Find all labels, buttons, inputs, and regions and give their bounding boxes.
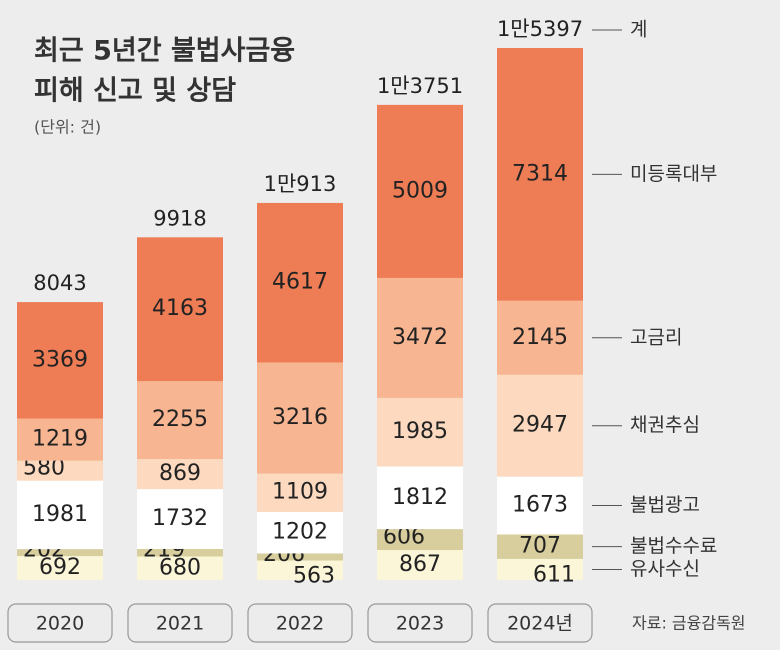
bar-segment <box>497 476 583 535</box>
category-box <box>7 603 113 643</box>
x-tick-label: 2020 <box>36 613 84 635</box>
value-label: 1812 <box>392 485 448 510</box>
value-label: 2145 <box>512 325 568 350</box>
bar-segment <box>497 374 583 477</box>
value-label: 1219 <box>32 427 88 452</box>
bar-segment <box>377 397 463 467</box>
total-label: 1만5397 <box>497 17 583 41</box>
value-label: 7314 <box>512 161 568 186</box>
bar-segment <box>497 300 583 375</box>
total-label: 9918 <box>153 206 206 230</box>
legend-label: 계 <box>630 19 647 41</box>
x-tick-label: 2024년 <box>507 613 573 635</box>
value-label: 2255 <box>152 407 208 432</box>
value-label: 692 <box>39 555 81 580</box>
total-label: 1만3751 <box>377 74 463 98</box>
bar-segment <box>497 534 583 559</box>
value-label: 869 <box>159 461 201 486</box>
legend-label: 유사수신 <box>630 558 700 580</box>
legend-label: 고금리 <box>630 326 682 348</box>
value-label: 4163 <box>152 296 208 321</box>
category-box <box>247 603 353 643</box>
bar-segment <box>137 381 223 460</box>
value-label: 611 <box>533 562 575 587</box>
bar-segment <box>497 558 583 580</box>
legend-label: 채권추심 <box>630 414 700 436</box>
bar-segment <box>137 556 223 580</box>
bar-segment <box>257 473 343 512</box>
chart-title: 최근 5년간 불법사금융 <box>34 36 295 67</box>
bar-segment <box>377 104 463 278</box>
value-label: 1732 <box>152 506 208 531</box>
x-tick-label: 2022 <box>276 613 324 635</box>
bar-segment <box>17 302 103 419</box>
value-label: 867 <box>399 552 441 577</box>
source: 자료: 금융감독원 <box>632 614 746 633</box>
bar-segment <box>137 548 223 557</box>
bar-segment <box>257 553 343 561</box>
bar-segment <box>377 550 463 580</box>
value-label: 1985 <box>392 419 448 444</box>
category-box <box>487 603 593 643</box>
value-label: 1109 <box>272 480 328 505</box>
value-label: 3472 <box>392 325 448 350</box>
value-label: 1981 <box>32 502 88 527</box>
value-label: 1673 <box>512 493 568 518</box>
value-label: 3369 <box>32 347 88 372</box>
x-tick-label: 2021 <box>156 613 204 635</box>
x-tick-label: 2023 <box>396 613 444 635</box>
total-label: 1만913 <box>264 172 337 196</box>
bar-segment <box>17 480 103 550</box>
legend-label: 불법수수료 <box>630 535 717 557</box>
bar-segment <box>257 202 343 363</box>
bar-segment <box>257 560 343 580</box>
bar-segment <box>257 511 343 554</box>
bar-segment <box>17 460 103 481</box>
value-label: 707 <box>519 534 561 559</box>
bar-segment <box>137 489 223 549</box>
bar-segment <box>17 418 103 461</box>
chart-title: 피해 신고 및 상담 <box>34 76 236 107</box>
bar-segment <box>377 529 463 551</box>
bar-segment <box>377 277 463 398</box>
value-label: 2947 <box>512 413 568 438</box>
value-label: 5009 <box>392 178 448 203</box>
category-box <box>127 603 233 643</box>
legend-label: 미등록대부 <box>630 163 717 185</box>
bar-segment <box>17 549 103 557</box>
value-label: 680 <box>159 555 201 580</box>
bar-segment <box>137 237 223 382</box>
value-label: 4617 <box>272 270 328 295</box>
bar-segment <box>377 466 463 530</box>
value-label: 563 <box>293 563 335 588</box>
bar-segment <box>497 48 583 301</box>
bar-segment <box>17 556 103 580</box>
category-box <box>367 603 473 643</box>
legend-label: 불법광고 <box>630 494 700 516</box>
value-label: 3216 <box>272 405 328 430</box>
value-label: 1202 <box>272 520 328 545</box>
bar-segment <box>257 362 343 474</box>
bar-segment <box>137 459 223 490</box>
total-label: 8043 <box>33 271 86 295</box>
unit-label: (단위: 건) <box>34 118 101 137</box>
